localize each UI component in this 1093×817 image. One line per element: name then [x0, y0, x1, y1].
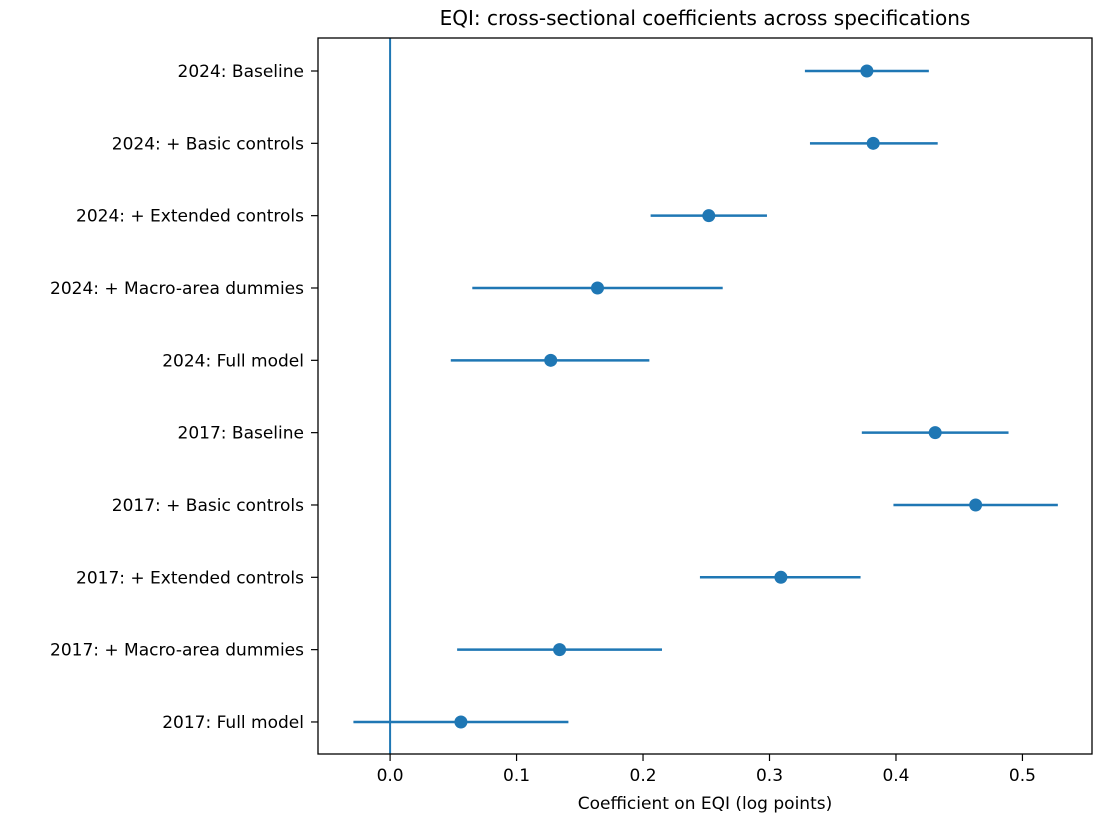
data-point	[591, 281, 604, 295]
x-tick-label: 0.5	[1009, 766, 1036, 786]
y-tick-label: 2017: + Extended controls	[76, 568, 304, 588]
y-tick-label: 2024: + Macro-area dummies	[50, 279, 304, 299]
x-tick-label: 0.3	[756, 766, 783, 786]
y-tick-label: 2017: Baseline	[178, 424, 304, 444]
data-point	[553, 643, 567, 657]
data-point	[860, 64, 874, 78]
plot-area: 2024: Baseline 2024: + Basic controls 2024…	[50, 37, 1093, 786]
x-tick-label: 0.0	[377, 766, 404, 786]
x-tick-label: 0.1	[503, 766, 530, 786]
data-point	[928, 426, 942, 440]
chart-title: EQI: cross-sectional coefficients across…	[440, 6, 971, 30]
y-tick-label: 2024: + Extended controls	[76, 207, 304, 227]
y-tick-label: 2024: Baseline	[178, 62, 304, 82]
y-tick-label: 2017: + Basic controls	[112, 496, 304, 516]
data-point	[702, 209, 716, 223]
data-point	[774, 570, 788, 584]
y-tick-label: 2024: Full model	[162, 351, 304, 371]
y-tick-label: 2017: Full model	[162, 713, 304, 733]
data-point	[454, 715, 468, 729]
data-point	[544, 353, 558, 367]
data-point	[866, 136, 880, 150]
y-tick-label: 2017: + Macro-area dummies	[50, 641, 304, 661]
data-point	[969, 498, 983, 512]
plot-frame	[317, 37, 1093, 755]
x-axis-title: Coefficient on EQI (log points)	[578, 794, 832, 814]
x-tick-label: 0.2	[630, 766, 657, 786]
x-tick-label: 0.4	[882, 766, 909, 786]
y-tick-label: 2024: + Basic controls	[112, 134, 304, 154]
